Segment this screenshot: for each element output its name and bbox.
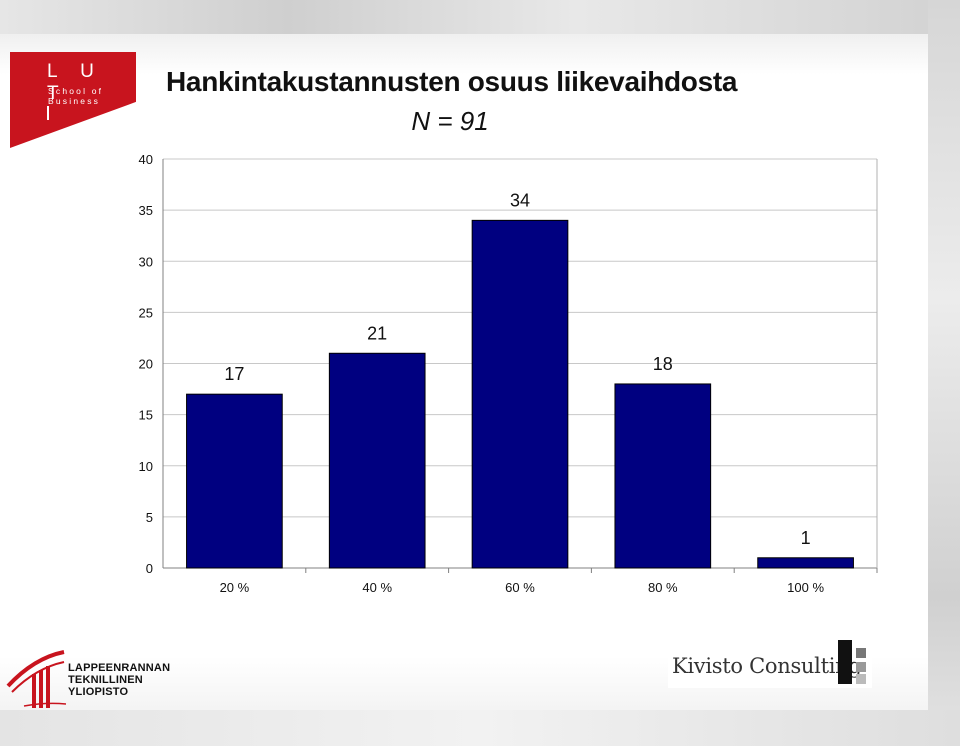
y-tick-label: 0 xyxy=(146,561,153,576)
bar xyxy=(471,219,569,569)
y-tick-label: 5 xyxy=(146,510,153,525)
university-name-line2: TEKNILLINEN YLIOPISTO xyxy=(68,674,143,698)
data-label: 18 xyxy=(653,354,673,374)
data-label: 17 xyxy=(224,364,244,384)
chart-title: Hankintakustannusten osuus liikevaihdost… xyxy=(166,66,738,97)
y-tick-label: 25 xyxy=(139,305,153,320)
y-tick-label: 15 xyxy=(139,408,153,423)
university-name-line1: LAPPEENRANNAN xyxy=(68,662,171,674)
x-tick-label: 40 % xyxy=(362,580,392,595)
y-tick-label: 35 xyxy=(139,203,153,218)
data-label: 21 xyxy=(367,323,387,343)
bar xyxy=(186,393,283,569)
lut-logo-line1: School of xyxy=(48,86,104,96)
university-emblem-icon xyxy=(6,650,66,708)
kivisto-mark-icon xyxy=(838,640,866,684)
bar xyxy=(614,383,712,569)
chart-subtitle: N = 91 xyxy=(411,106,489,136)
x-tick-label: 100 % xyxy=(787,580,824,595)
y-tick-label: 10 xyxy=(139,459,153,474)
slide-frame-right xyxy=(928,0,960,746)
y-tick-label: 30 xyxy=(139,254,153,269)
bar xyxy=(328,352,426,569)
data-label: 34 xyxy=(510,190,530,210)
lut-logo-line2: Business xyxy=(48,96,101,106)
university-logo: LAPPEENRANNAN TEKNILLINEN YLIOPISTO xyxy=(6,648,206,714)
x-tick-label: 80 % xyxy=(648,580,678,595)
x-tick-label: 20 % xyxy=(220,580,250,595)
x-tick-label: 60 % xyxy=(505,580,535,595)
data-label: 1 xyxy=(801,528,811,548)
kivisto-logo-text: Kivisto Consulting xyxy=(672,654,862,678)
slide-frame-bottom xyxy=(0,710,960,746)
lut-logo-letters: L U T xyxy=(47,61,103,104)
kivisto-logo: Kivisto Consulting xyxy=(668,636,872,688)
y-tick-label: 40 xyxy=(139,152,153,167)
y-tick-label: 20 xyxy=(139,357,153,372)
slide-frame-top xyxy=(0,0,960,34)
lut-logo-bar xyxy=(47,106,49,120)
bar xyxy=(757,557,854,569)
